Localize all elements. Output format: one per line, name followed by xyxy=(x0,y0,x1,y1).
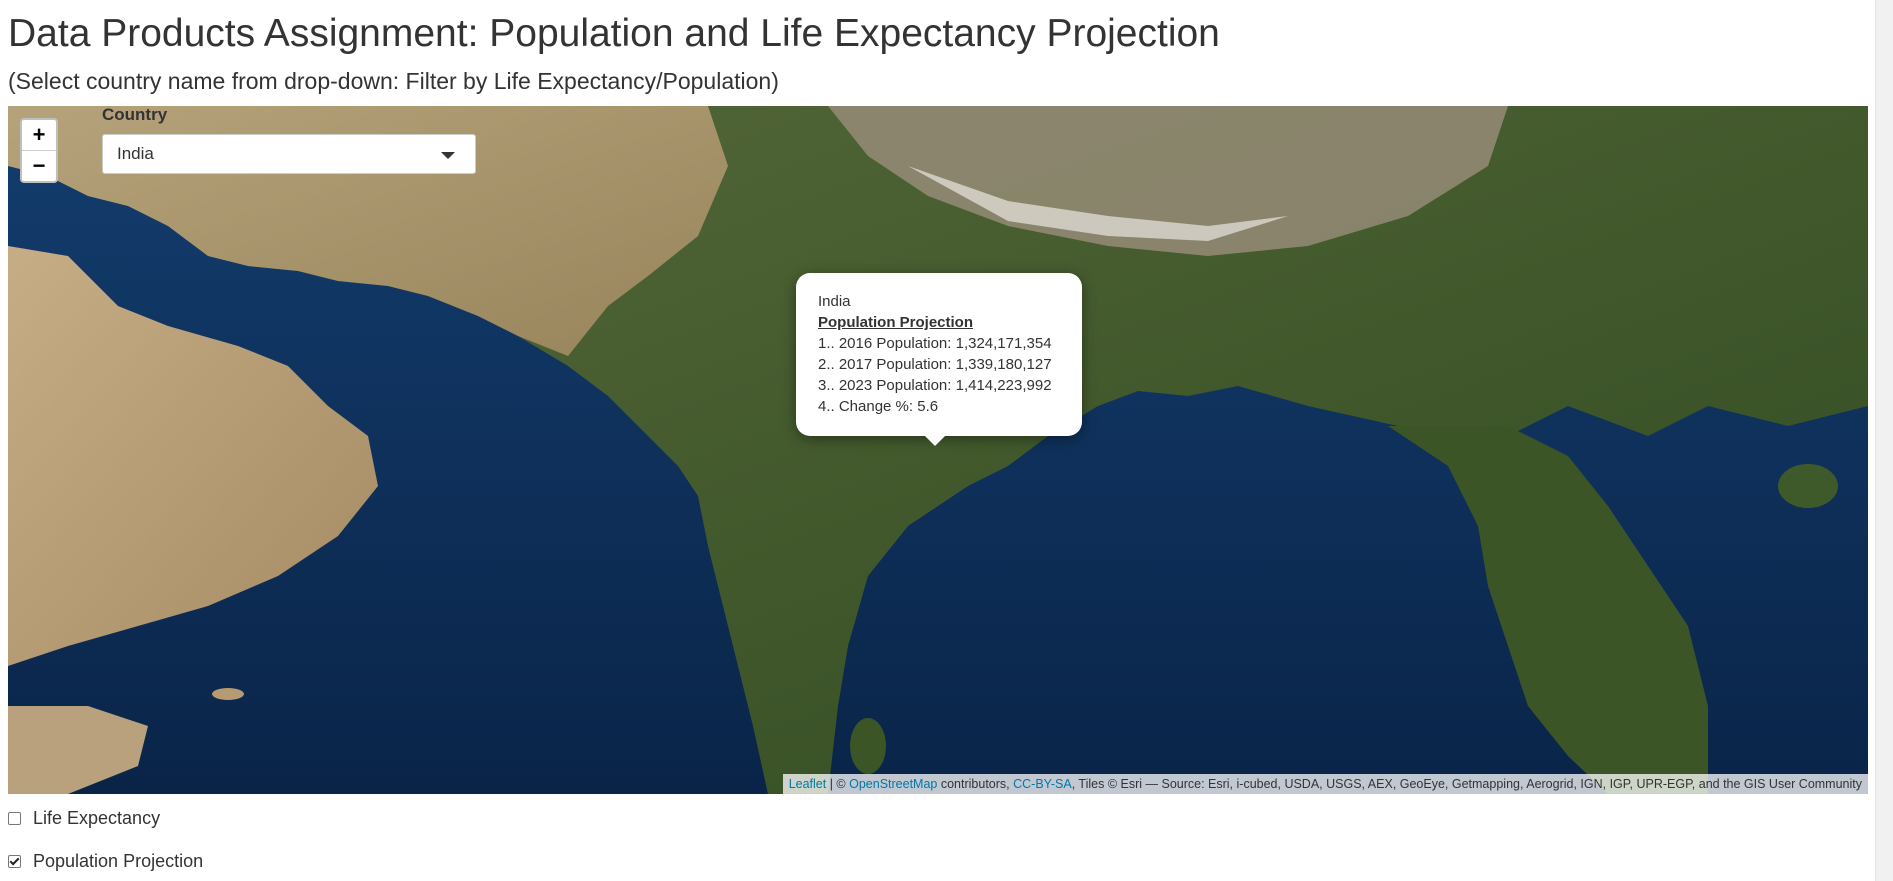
popup-line: 2.. 2017 Population: 1,339,180,127 xyxy=(818,356,1052,373)
openstreetmap-link[interactable]: OpenStreetMap xyxy=(849,777,938,791)
satellite-terrain xyxy=(8,106,1868,794)
life-expectancy-label: Life Expectancy xyxy=(33,808,161,828)
map[interactable]: + − Country India India Population Proje… xyxy=(8,106,1868,794)
license-link[interactable]: CC-BY-SA xyxy=(1013,777,1072,791)
population-projection-checkbox[interactable] xyxy=(8,855,21,868)
leaflet-link[interactable]: Leaflet xyxy=(788,777,827,791)
attribution-tiles: , Tiles © Esri — Source: Esri, i-cubed, … xyxy=(1071,777,1862,791)
attribution-contributors: contributors, xyxy=(937,777,1014,791)
country-popup: India Population Projection 1.. 2016 Pop… xyxy=(796,273,1082,446)
page-title: Data Products Assignment: Population and… xyxy=(8,12,1220,55)
popup-heading: Population Projection xyxy=(818,314,974,331)
country-label: Country xyxy=(102,106,168,124)
population-projection-label: Population Projection xyxy=(33,851,204,871)
attribution-sep: | © xyxy=(826,777,850,791)
popup-tip xyxy=(924,435,946,446)
popup-country: India xyxy=(818,293,851,310)
life-expectancy-checkbox[interactable] xyxy=(8,812,21,825)
popup-line: 1.. 2016 Population: 1,324,171,354 xyxy=(818,335,1052,352)
zoom-control: + − xyxy=(20,118,58,183)
country-select[interactable]: India xyxy=(102,134,476,174)
map-attribution: Leaflet | © OpenStreetMap contributors, … xyxy=(782,774,1868,794)
zoom-in-button[interactable]: + xyxy=(32,122,46,147)
life-expectancy-filter[interactable]: Life Expectancy xyxy=(8,808,160,829)
popup-line: 4.. Change %: 5.6 xyxy=(818,398,939,415)
country-select-value: India xyxy=(117,144,154,163)
popup-line: 3.. 2023 Population: 1,414,223,992 xyxy=(818,377,1052,394)
zoom-out-button[interactable]: − xyxy=(22,150,56,181)
population-projection-filter[interactable]: Population Projection xyxy=(8,851,203,872)
page-scrollbar[interactable] xyxy=(1875,0,1893,881)
chevron-down-icon xyxy=(441,152,455,159)
page-subtitle: (Select country name from drop-down: Fil… xyxy=(8,68,779,94)
